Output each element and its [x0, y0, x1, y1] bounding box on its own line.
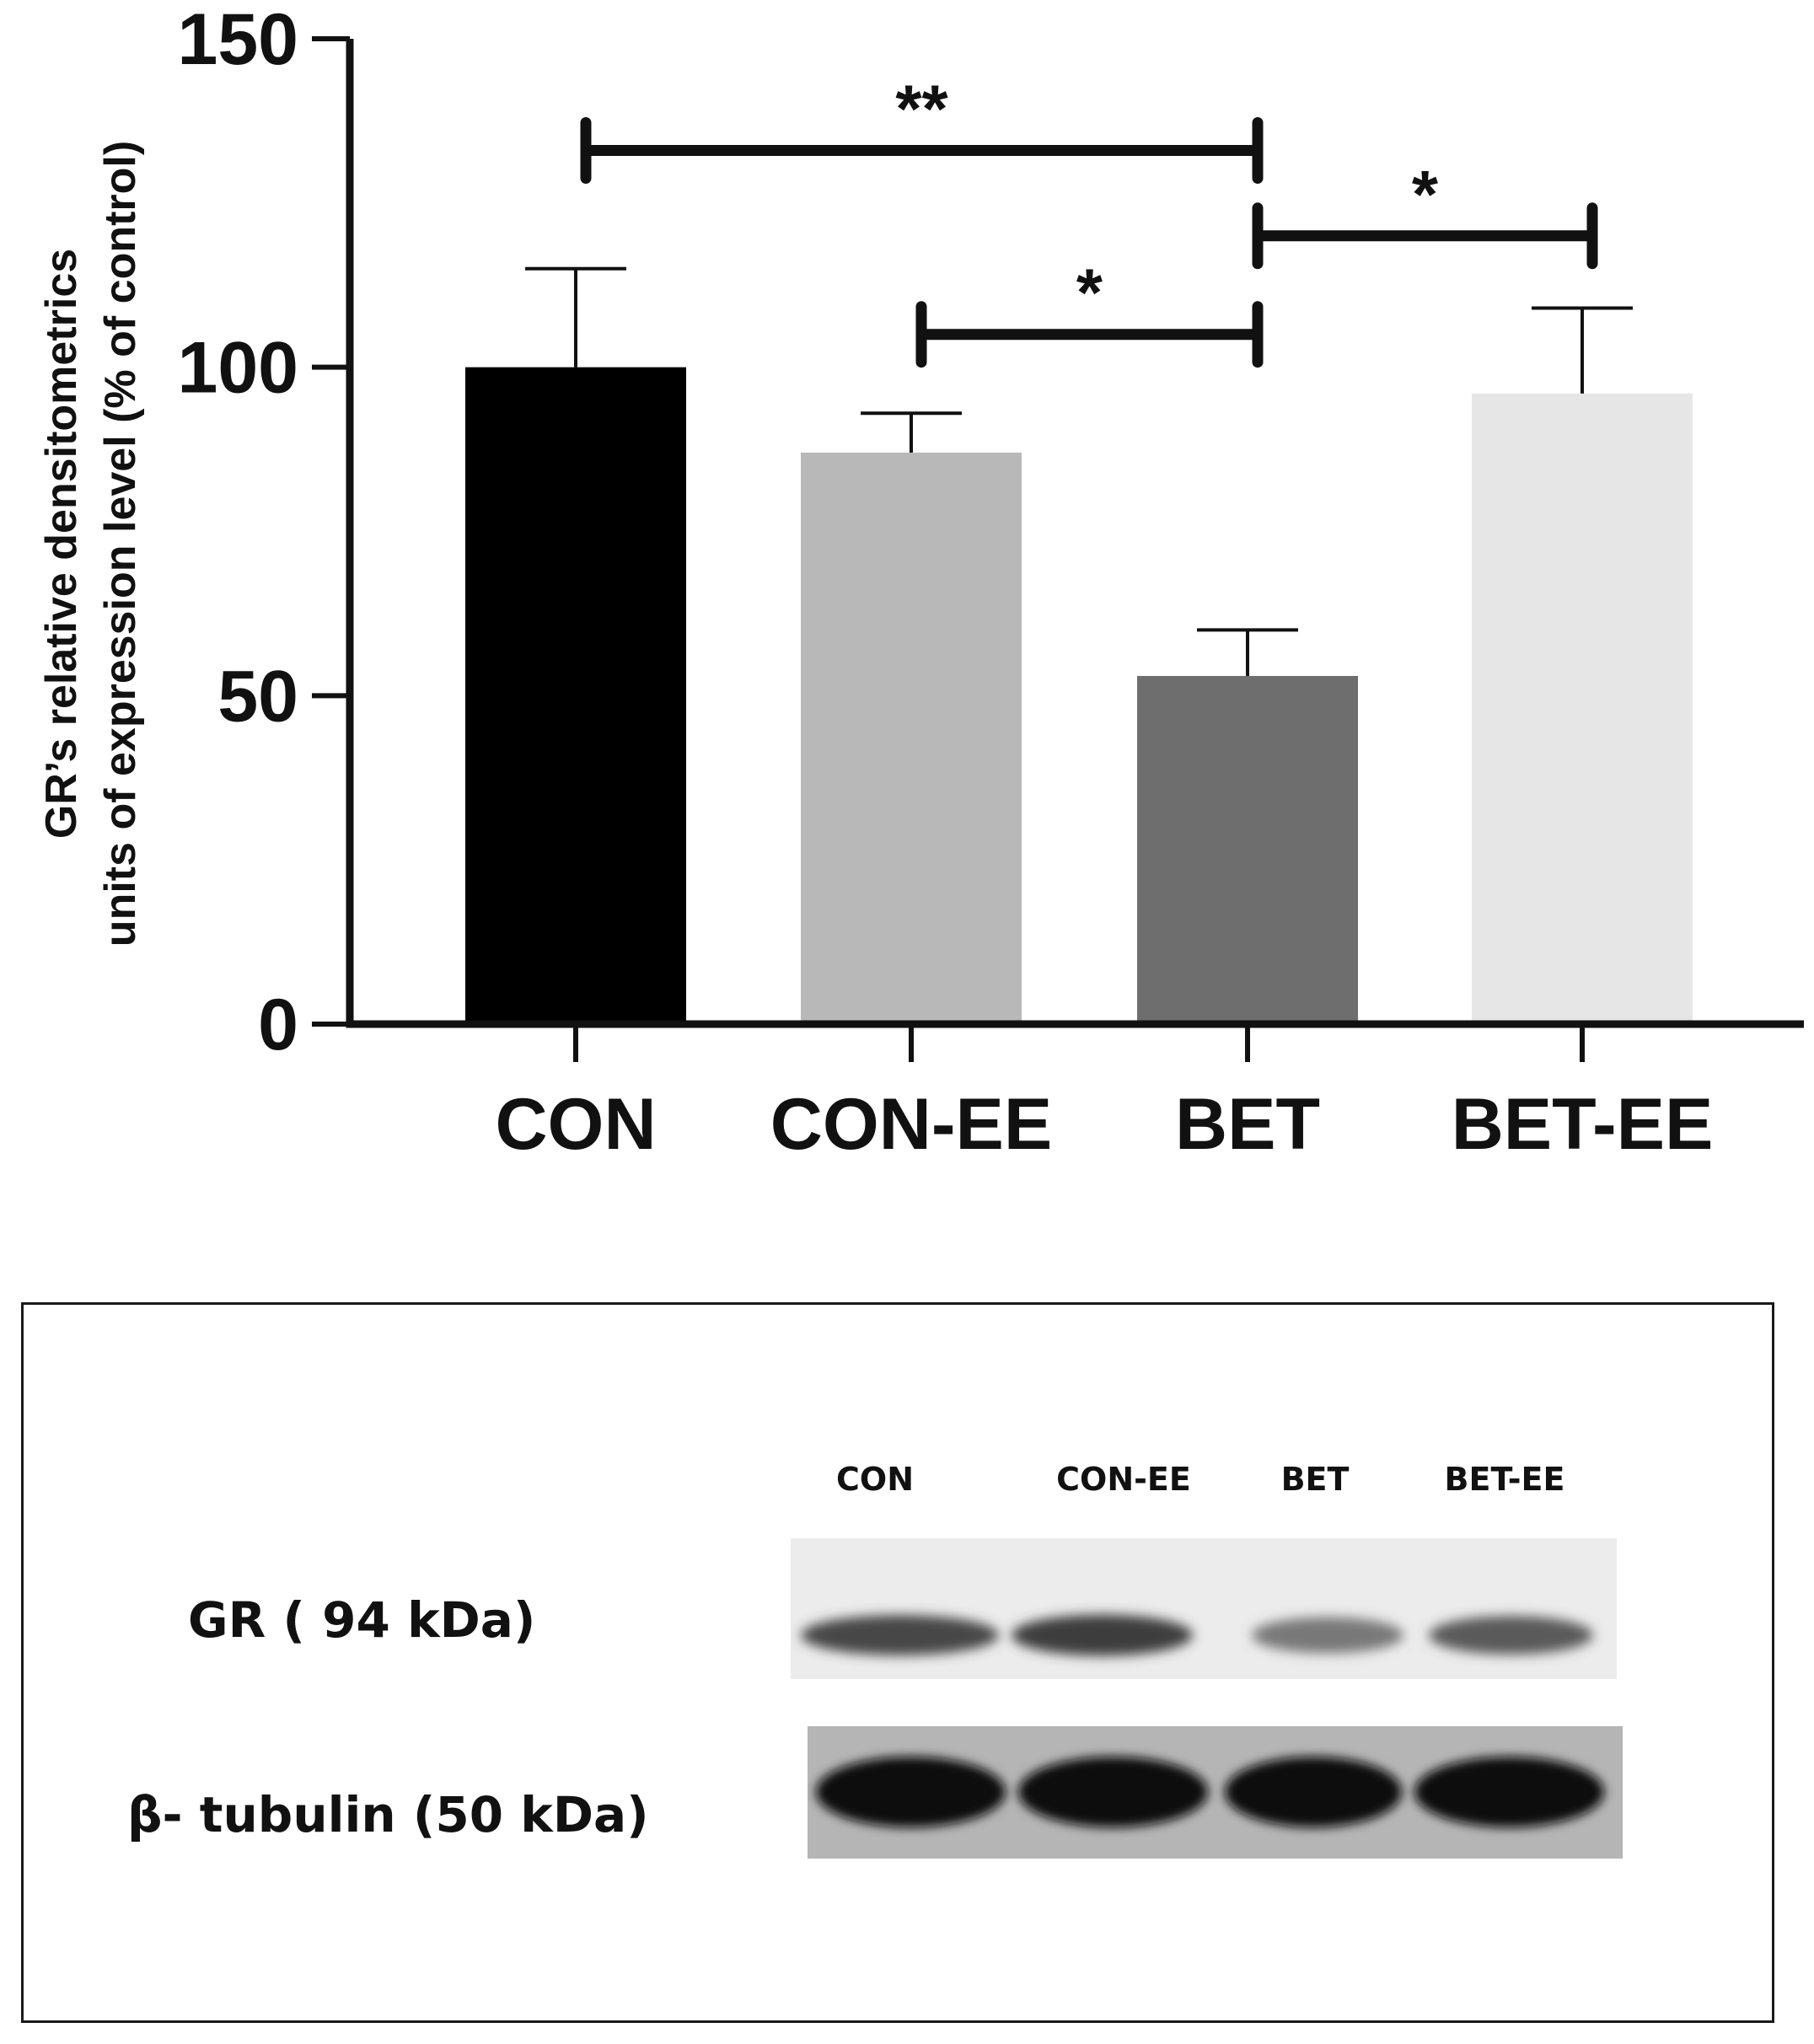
- blot-row-label-tubulin: β- tubulin (50 kDa): [127, 1786, 649, 1843]
- bar-bet: [1137, 675, 1358, 1024]
- blot-lane-label-bet-ee: BET-EE: [1444, 1461, 1565, 1498]
- x-tick-label: BET: [1175, 1084, 1320, 1165]
- western-blot-panel: CON CON-EE BET BET-EE GR ( 94 kDa) β- tubul…: [21, 1302, 1774, 2023]
- gr-band-2: [1012, 1614, 1193, 1656]
- x-tick-label: CON-EE: [770, 1084, 1052, 1165]
- significance-label: *: [1412, 157, 1439, 232]
- y-tick-label: 0: [258, 984, 298, 1065]
- gr-band-1: [801, 1615, 999, 1655]
- blot-row-label-gr: GR ( 94 kDa): [188, 1591, 536, 1649]
- y-tick-label: 100: [178, 328, 299, 409]
- error-bar-con-ee: [861, 411, 962, 453]
- significance-label: **: [895, 71, 948, 146]
- x-tick-label: CON: [495, 1084, 656, 1165]
- significance-layer: ****: [580, 71, 1598, 368]
- y-axis-label-line-2: units of expression level (% of control): [96, 141, 145, 947]
- error-bar-bet: [1197, 628, 1298, 676]
- blot-lane-label-bet: BET: [1280, 1461, 1350, 1498]
- bars-layer: [465, 367, 1693, 1025]
- y-tick-label: 50: [217, 656, 298, 737]
- error-bar-con: [525, 266, 626, 367]
- significance-bracket-1: **: [580, 71, 1264, 184]
- blot-lane-label-con-ee: CON-EE: [1056, 1461, 1191, 1498]
- significance-bracket-3: *: [915, 255, 1264, 368]
- y-ticks-layer: 0 50 100 150: [178, 0, 350, 1065]
- blot-strip-tubulin: [808, 1726, 1623, 1859]
- significance-bracket-2: *: [1252, 157, 1598, 270]
- blot-strip-gr: [791, 1538, 1617, 1679]
- bar-con: [465, 367, 686, 1025]
- y-axis-label-line-1: GR’s relative densitometrics: [37, 249, 86, 839]
- blot-lane-label-con: CON: [836, 1461, 914, 1498]
- significance-label: *: [1076, 255, 1103, 330]
- gr-band-3: [1252, 1617, 1403, 1654]
- gr-band-4: [1429, 1616, 1593, 1655]
- tubulin-band-4: [1414, 1757, 1604, 1827]
- tubulin-band-2: [1018, 1757, 1208, 1827]
- bar-con-ee: [801, 452, 1022, 1024]
- bar-bet-ee: [1472, 393, 1693, 1025]
- error-bars-layer: [525, 266, 1633, 676]
- error-bar-bet-ee: [1532, 306, 1633, 394]
- bar-chart: GR’s relative densitometrics units of ex…: [37, 0, 1804, 1165]
- x-ticks-layer: CON CON-EE BET BET-EE: [495, 1024, 1713, 1165]
- tubulin-band-1: [816, 1757, 1006, 1827]
- y-tick-label: 150: [178, 0, 299, 80]
- x-tick-label: BET-EE: [1452, 1084, 1714, 1165]
- tubulin-band-3: [1225, 1757, 1402, 1827]
